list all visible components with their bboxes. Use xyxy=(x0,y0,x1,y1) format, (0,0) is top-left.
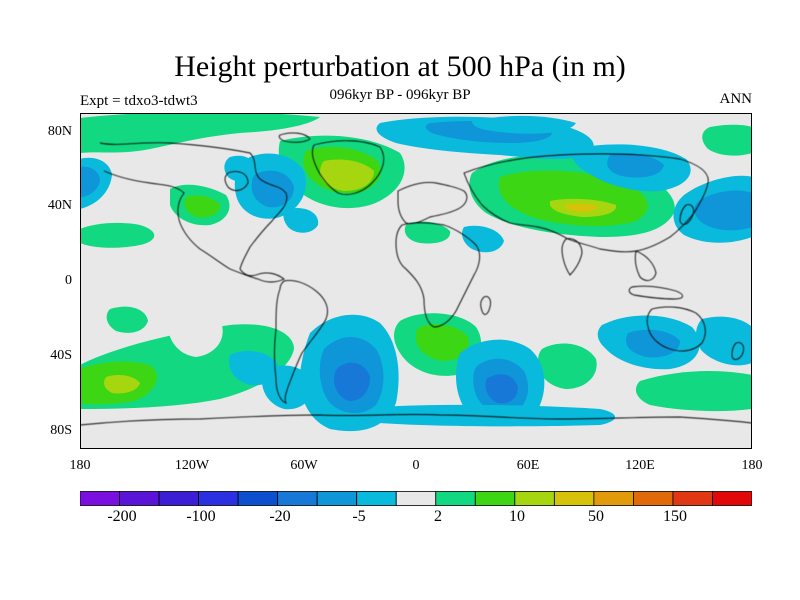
colorbar-swatch xyxy=(435,491,476,506)
colorbar-swatches xyxy=(79,491,753,506)
coast-southeast-asia xyxy=(634,250,657,281)
anomaly-east-africa xyxy=(462,225,504,253)
colorbar-swatch xyxy=(277,491,318,506)
anomaly-s-pacific-mid xyxy=(168,308,223,357)
coast-arctic-islands xyxy=(278,132,311,143)
lat-tick-80s: 80S xyxy=(50,423,72,438)
anomaly-s-atlantic-core xyxy=(416,324,469,361)
map-panel xyxy=(80,113,752,449)
anomaly-antarctic-rim xyxy=(372,404,615,427)
colorbar-label-150: 150 xyxy=(663,508,687,525)
colorbar-swatch xyxy=(316,491,358,506)
colorbar-label-minus-200: -200 xyxy=(107,508,137,525)
colorbar-swatch xyxy=(198,491,239,506)
season-label: ANN xyxy=(719,91,753,107)
coast-japan xyxy=(679,204,695,225)
coast-asia xyxy=(463,153,709,253)
lat-tick-0: 0 xyxy=(65,273,72,288)
anomaly-arctic-east xyxy=(702,124,752,156)
anomaly-southern-indian-core xyxy=(485,374,518,404)
lon-tick-60w: 60W xyxy=(290,458,318,473)
anomaly-n-atlantic-core xyxy=(251,170,294,208)
lon-tick-120w: 120W xyxy=(174,458,210,473)
lat-tick-40s: 40S xyxy=(50,348,72,363)
colorbar-swatch xyxy=(672,491,713,506)
coast-africa xyxy=(395,222,481,328)
coast-antarctica xyxy=(80,413,752,426)
coast-india xyxy=(561,238,583,276)
lat-tick-80n: 80N xyxy=(47,124,72,139)
colorbar-label-minus-5: -5 xyxy=(352,508,366,525)
anomaly-south-indian xyxy=(635,371,752,412)
colorbar-label-minus-100: -100 xyxy=(186,508,216,525)
anomaly-se-pacific xyxy=(229,350,279,386)
colorbar-label-10: 10 xyxy=(509,508,525,525)
colorbar-swatch xyxy=(356,491,397,506)
coast-indonesia xyxy=(628,285,683,300)
coast-australia xyxy=(646,306,706,352)
colorbar-swatch xyxy=(158,491,199,506)
coast-madagascar xyxy=(480,296,491,315)
lon-tick-180-right: 180 xyxy=(741,458,763,473)
anomaly-indian-ocean xyxy=(537,343,597,389)
lon-tick-180-left: 180 xyxy=(69,458,91,473)
coast-south-america xyxy=(274,280,328,404)
coast-hudson-bay xyxy=(224,171,249,191)
anomaly-north-europe xyxy=(472,115,576,134)
lat-tick-40n: 40N xyxy=(47,198,72,213)
anomaly-mid-atlantic xyxy=(283,207,319,233)
lon-tick-60e: 60E xyxy=(516,458,540,473)
coastlines xyxy=(80,132,752,426)
coast-new-zealand xyxy=(731,342,745,360)
colorbar-label-minus-20: -20 xyxy=(269,508,291,525)
anomaly-eurasia-top xyxy=(565,203,598,212)
colorbar-swatch xyxy=(119,491,160,506)
anomaly-south-atlantic-core xyxy=(334,362,370,401)
anomaly-pacific-south xyxy=(696,316,752,366)
colorbar-swatch xyxy=(474,491,516,506)
contour-map xyxy=(80,113,752,449)
anomaly-spacific-peak xyxy=(104,375,140,394)
anomaly-spacific-east xyxy=(106,306,148,333)
anomaly-siberia-core xyxy=(607,153,664,178)
anomaly-hudson xyxy=(224,155,256,182)
colorbar-swatch xyxy=(633,491,674,506)
map-title: Height perturbation at 500 hPa (in m) xyxy=(174,50,626,83)
anomaly-greenland-peak xyxy=(320,159,374,191)
experiment-label: Expt = tdxo3-tdwt3 xyxy=(80,93,198,109)
lon-tick-120e: 120E xyxy=(625,458,655,473)
coast-europe xyxy=(397,182,468,224)
colorbar-swatch xyxy=(553,491,595,506)
lon-tick-0: 0 xyxy=(412,458,420,473)
colorbar-label-50: 50 xyxy=(588,508,604,525)
colorbar xyxy=(79,491,753,506)
anomaly-npacific-east-core xyxy=(694,190,752,231)
anomaly-west-pacific-core xyxy=(80,166,100,197)
negative-anomalies xyxy=(80,115,752,432)
coast-greenland xyxy=(312,140,385,195)
colorbar-label-2: 2 xyxy=(434,508,442,525)
positive-anomalies xyxy=(80,113,752,412)
colorbar-swatch xyxy=(593,491,634,506)
colorbar-swatch xyxy=(79,491,120,506)
colorbar-swatch xyxy=(514,491,555,506)
colorbar-swatch xyxy=(395,491,437,506)
anomaly-npacific-band xyxy=(80,222,155,248)
colorbar-swatch xyxy=(237,491,279,506)
map-frame xyxy=(80,113,752,449)
anomaly-nepacific-core xyxy=(184,195,220,218)
anomaly-africa xyxy=(404,221,451,244)
map-subtitle: 096kyr BP - 096kyr BP xyxy=(329,87,471,103)
anomaly-australia-sw-core xyxy=(626,329,680,358)
colorbar-swatch xyxy=(712,491,753,506)
coast-north-america xyxy=(99,142,288,283)
